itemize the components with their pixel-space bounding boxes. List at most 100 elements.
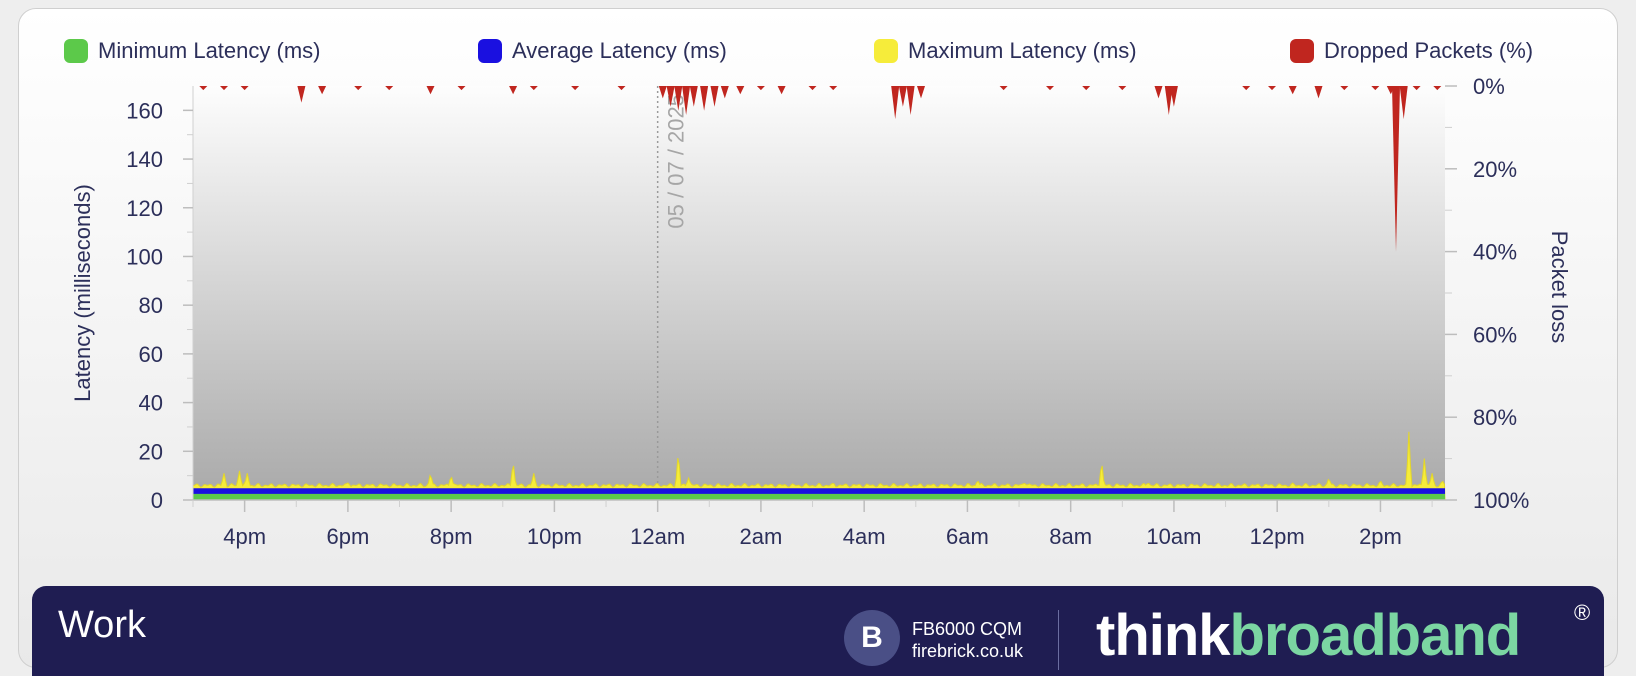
footer-divider [1058, 610, 1059, 670]
y-left-tick-label: 140 [126, 147, 163, 172]
device-info: FB6000 CQM firebrick.co.uk [912, 618, 1023, 662]
footer-bar: Work B FB6000 CQM firebrick.co.uk thinkb… [32, 586, 1604, 676]
dropped-packets-spike [999, 86, 1008, 91]
legend-swatch-dropped [1290, 39, 1314, 63]
x-tick-label: 8pm [430, 524, 473, 549]
x-tick-label: 12pm [1250, 524, 1305, 549]
dropped-packets-spike [354, 86, 363, 91]
legend-item-minimum[interactable]: Minimum Latency (ms) [64, 38, 320, 64]
dropped-packets-spike [1268, 86, 1276, 91]
y-left-tick-label: 160 [126, 98, 163, 123]
y-right-tick-label: 60% [1473, 322, 1517, 347]
dropped-packets-spike [571, 86, 580, 91]
brand-broadband: broadband [1229, 603, 1522, 668]
legend-label-maximum: Maximum Latency (ms) [908, 38, 1137, 63]
legend-item-maximum[interactable]: Maximum Latency (ms) [874, 38, 1137, 64]
y-left-tick-label: 100 [126, 244, 163, 269]
dropped-packets-spike [689, 86, 698, 107]
y-left-tick-label: 60 [139, 342, 163, 367]
brand-think: think [1096, 603, 1231, 668]
dropped-packets-spike [1118, 86, 1127, 91]
y-left-tick-label: 40 [139, 391, 163, 416]
x-tick-label: 12am [630, 524, 685, 549]
y-left-tick-label: 20 [139, 439, 163, 464]
dropped-packets-spike [1392, 86, 1400, 252]
dropped-packets-spike [891, 86, 900, 120]
y-right-tick-label: 0% [1473, 74, 1505, 99]
legend-item-dropped[interactable]: Dropped Packets (%) [1290, 38, 1533, 64]
dropped-packets-spike [710, 86, 719, 107]
legend-item-average[interactable]: Average Latency (ms) [478, 38, 727, 64]
dropped-packets-spike [1371, 86, 1380, 91]
dropped-packets-spike [220, 86, 228, 91]
dropped-packets-spike [700, 86, 709, 111]
x-tick-label: 4am [843, 524, 886, 549]
x-tick-label: 4pm [223, 524, 266, 549]
dropped-packets-spike [1288, 86, 1297, 95]
dropped-packets-spike [1314, 86, 1323, 99]
x-tick-label: 6am [946, 524, 989, 549]
thinkbroadband-logo: thinkbroadband [1096, 602, 1522, 669]
device-model: FB6000 CQM [912, 619, 1023, 639]
dropped-packets-spike [1046, 86, 1054, 91]
x-tick-label: 6pm [326, 524, 369, 549]
dropped-packets-spike [674, 86, 683, 111]
firebrick-logo-icon: B [844, 610, 900, 666]
y-axis-left-label: Latency (milliseconds) [70, 184, 95, 402]
dropped-packets-spike [808, 86, 817, 91]
chart-legend: Minimum Latency (ms) Average Latency (ms… [0, 30, 1636, 74]
legend-label-dropped: Dropped Packets (%) [1324, 38, 1534, 63]
dropped-packets-spike [756, 86, 765, 91]
dropped-packets-spike [1164, 86, 1173, 115]
dropped-packets-spike [736, 86, 745, 95]
y-axis-right-label: Packet loss [1547, 231, 1572, 344]
dropped-packets-spike [199, 86, 208, 91]
dropped-packets-spike [1082, 86, 1091, 91]
latency-chart: 05 / 07 / 2025 0 20 40 60 80 100 120 140 160 0% 20… [70, 74, 1572, 549]
connection-title: Work [58, 604, 146, 646]
series-minimum-latency [193, 493, 1445, 500]
dropped-packets-spike [666, 86, 675, 107]
dropped-packets-spike [1399, 86, 1408, 120]
y-left-tick-label: 0 [151, 488, 163, 513]
dropped-packets-spike [898, 86, 907, 107]
x-tick-label: 2pm [1359, 524, 1402, 549]
dropped-packets-spike [1412, 86, 1421, 91]
y-left-tick-label: 80 [139, 293, 163, 318]
y-right-tick-label: 80% [1473, 405, 1517, 430]
dropped-packets-spike [906, 86, 915, 115]
dropped-packets-spike [509, 86, 518, 95]
series-dropped-packets [199, 86, 1442, 252]
legend-label-minimum: Minimum Latency (ms) [98, 38, 321, 63]
y-right-tick-label: 40% [1473, 240, 1517, 265]
x-tick-label: 10pm [527, 524, 582, 549]
dropped-packets-spike [240, 86, 249, 91]
device-site: firebrick.co.uk [912, 641, 1024, 661]
legend-swatch-maximum [874, 39, 898, 63]
date-marker-label: 05 / 07 / 2025 [664, 94, 689, 229]
registered-mark: ® [1574, 600, 1591, 625]
x-tick-label: 2am [740, 524, 783, 549]
legend-swatch-minimum [64, 39, 88, 63]
dropped-packets-spike [1154, 86, 1163, 99]
dropped-packets-spike [1242, 86, 1251, 91]
dropped-packets-spike [1433, 86, 1442, 91]
dropped-packets-spike [658, 86, 667, 99]
dropped-packets-spike [617, 86, 626, 91]
dropped-packets-spike [426, 86, 435, 95]
dropped-packets-spike [777, 86, 786, 95]
x-tick-label: 10am [1146, 524, 1201, 549]
dropped-packets-spike [297, 86, 306, 103]
plot-area [193, 86, 1445, 500]
dropped-packets-spike [720, 86, 729, 99]
dropped-packets-spike [829, 86, 838, 91]
y-left-tick-label: 120 [126, 196, 163, 221]
dropped-packets-spike [385, 86, 394, 91]
y-right-tick-label: 100% [1473, 488, 1529, 513]
x-tick-label: 8am [1049, 524, 1092, 549]
legend-swatch-average [478, 39, 502, 63]
y-right-tick-label: 20% [1473, 157, 1517, 182]
dropped-packets-spike [682, 86, 691, 115]
dropped-packets-spike [1169, 86, 1178, 107]
dropped-packets-spike [917, 86, 925, 99]
